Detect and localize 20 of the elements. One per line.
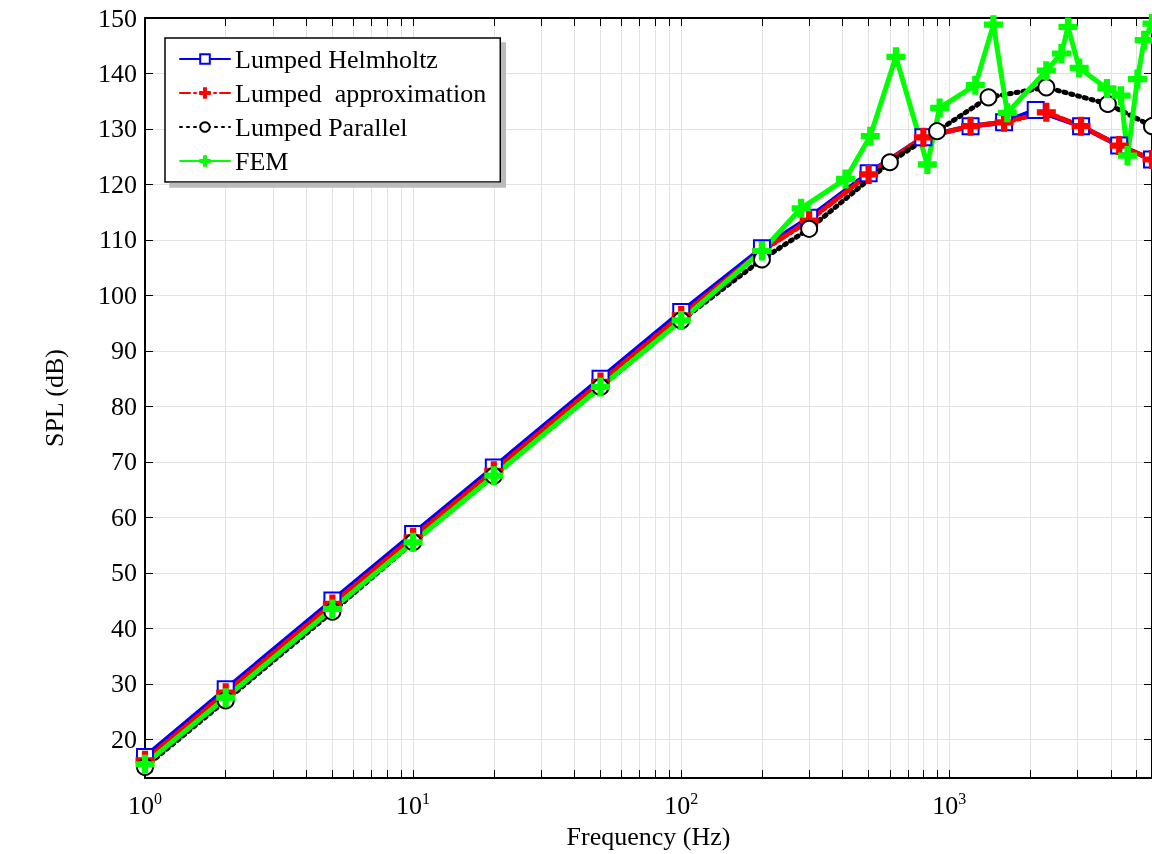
y-axis-title: SPL (dB) bbox=[39, 349, 69, 448]
legend-label: Lumped Parallel bbox=[235, 112, 408, 142]
y-tick-label: 60 bbox=[111, 502, 137, 532]
legend-label: Lumped approximation bbox=[235, 78, 487, 108]
y-tick-label: 130 bbox=[98, 114, 137, 144]
legend-label: FEM bbox=[235, 146, 289, 176]
y-tick-label: 120 bbox=[98, 169, 137, 199]
y-tick-label: 70 bbox=[111, 447, 137, 477]
y-tick-label: 110 bbox=[98, 225, 137, 255]
y-tick-label: 80 bbox=[111, 391, 137, 421]
y-tick-label: 150 bbox=[98, 3, 137, 33]
x-axis-title: Frequency (Hz) bbox=[566, 821, 731, 851]
y-tick-label: 40 bbox=[111, 613, 137, 643]
y-tick-label: 90 bbox=[111, 336, 137, 366]
legend-label: Lumped Helmholtz bbox=[235, 44, 438, 74]
y-tick-label: 100 bbox=[98, 280, 137, 310]
y-tick-label: 20 bbox=[111, 724, 137, 754]
y-tick-label: 50 bbox=[111, 558, 137, 588]
y-tick-label: 30 bbox=[111, 669, 137, 699]
y-tick-label: 140 bbox=[98, 58, 137, 88]
